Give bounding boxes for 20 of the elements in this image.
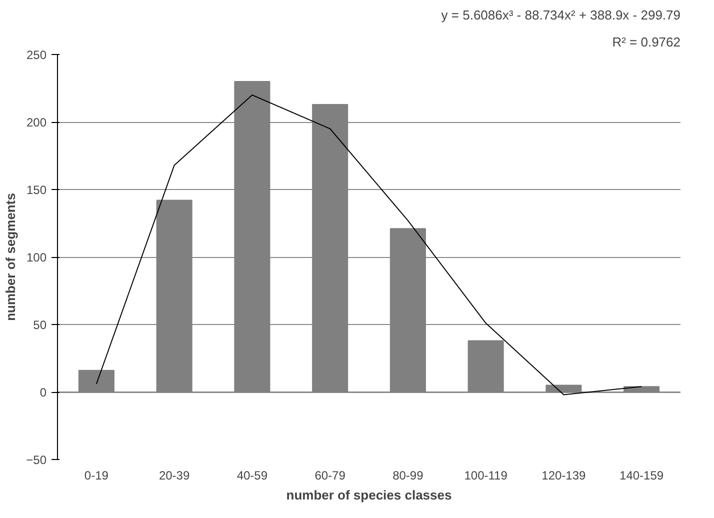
y-tick-label: 150: [26, 183, 47, 197]
y-tick-label: 0: [40, 386, 47, 400]
y-tick-label: 50: [33, 318, 47, 332]
x-tick-label: 40-59: [236, 468, 268, 482]
line-series: [96, 94, 642, 396]
x-tick-label: 120-139: [542, 468, 586, 482]
x-tick-label: 60-79: [314, 468, 346, 482]
x-tick-label: 20-39: [158, 468, 190, 482]
y-tick-label: 100: [26, 250, 47, 264]
y-tick-label: −50: [26, 453, 47, 467]
x-tick-label: 0-19: [84, 468, 109, 482]
x-axis-title: number of species classes: [286, 488, 452, 502]
y-axis-title: number of segments: [3, 193, 18, 321]
x-tick-label: 80-99: [392, 468, 424, 482]
x-tick-label: 100-119: [464, 468, 508, 482]
y-tick-label: 200: [26, 116, 47, 130]
y-tick-label: 250: [26, 48, 47, 62]
text: R² = 0.9762: [612, 34, 680, 50]
text: y = 5.6086x³ - 88.734x² + 388.9x - 299.79: [441, 8, 681, 22]
x-tick-label: 140-159: [620, 468, 664, 482]
